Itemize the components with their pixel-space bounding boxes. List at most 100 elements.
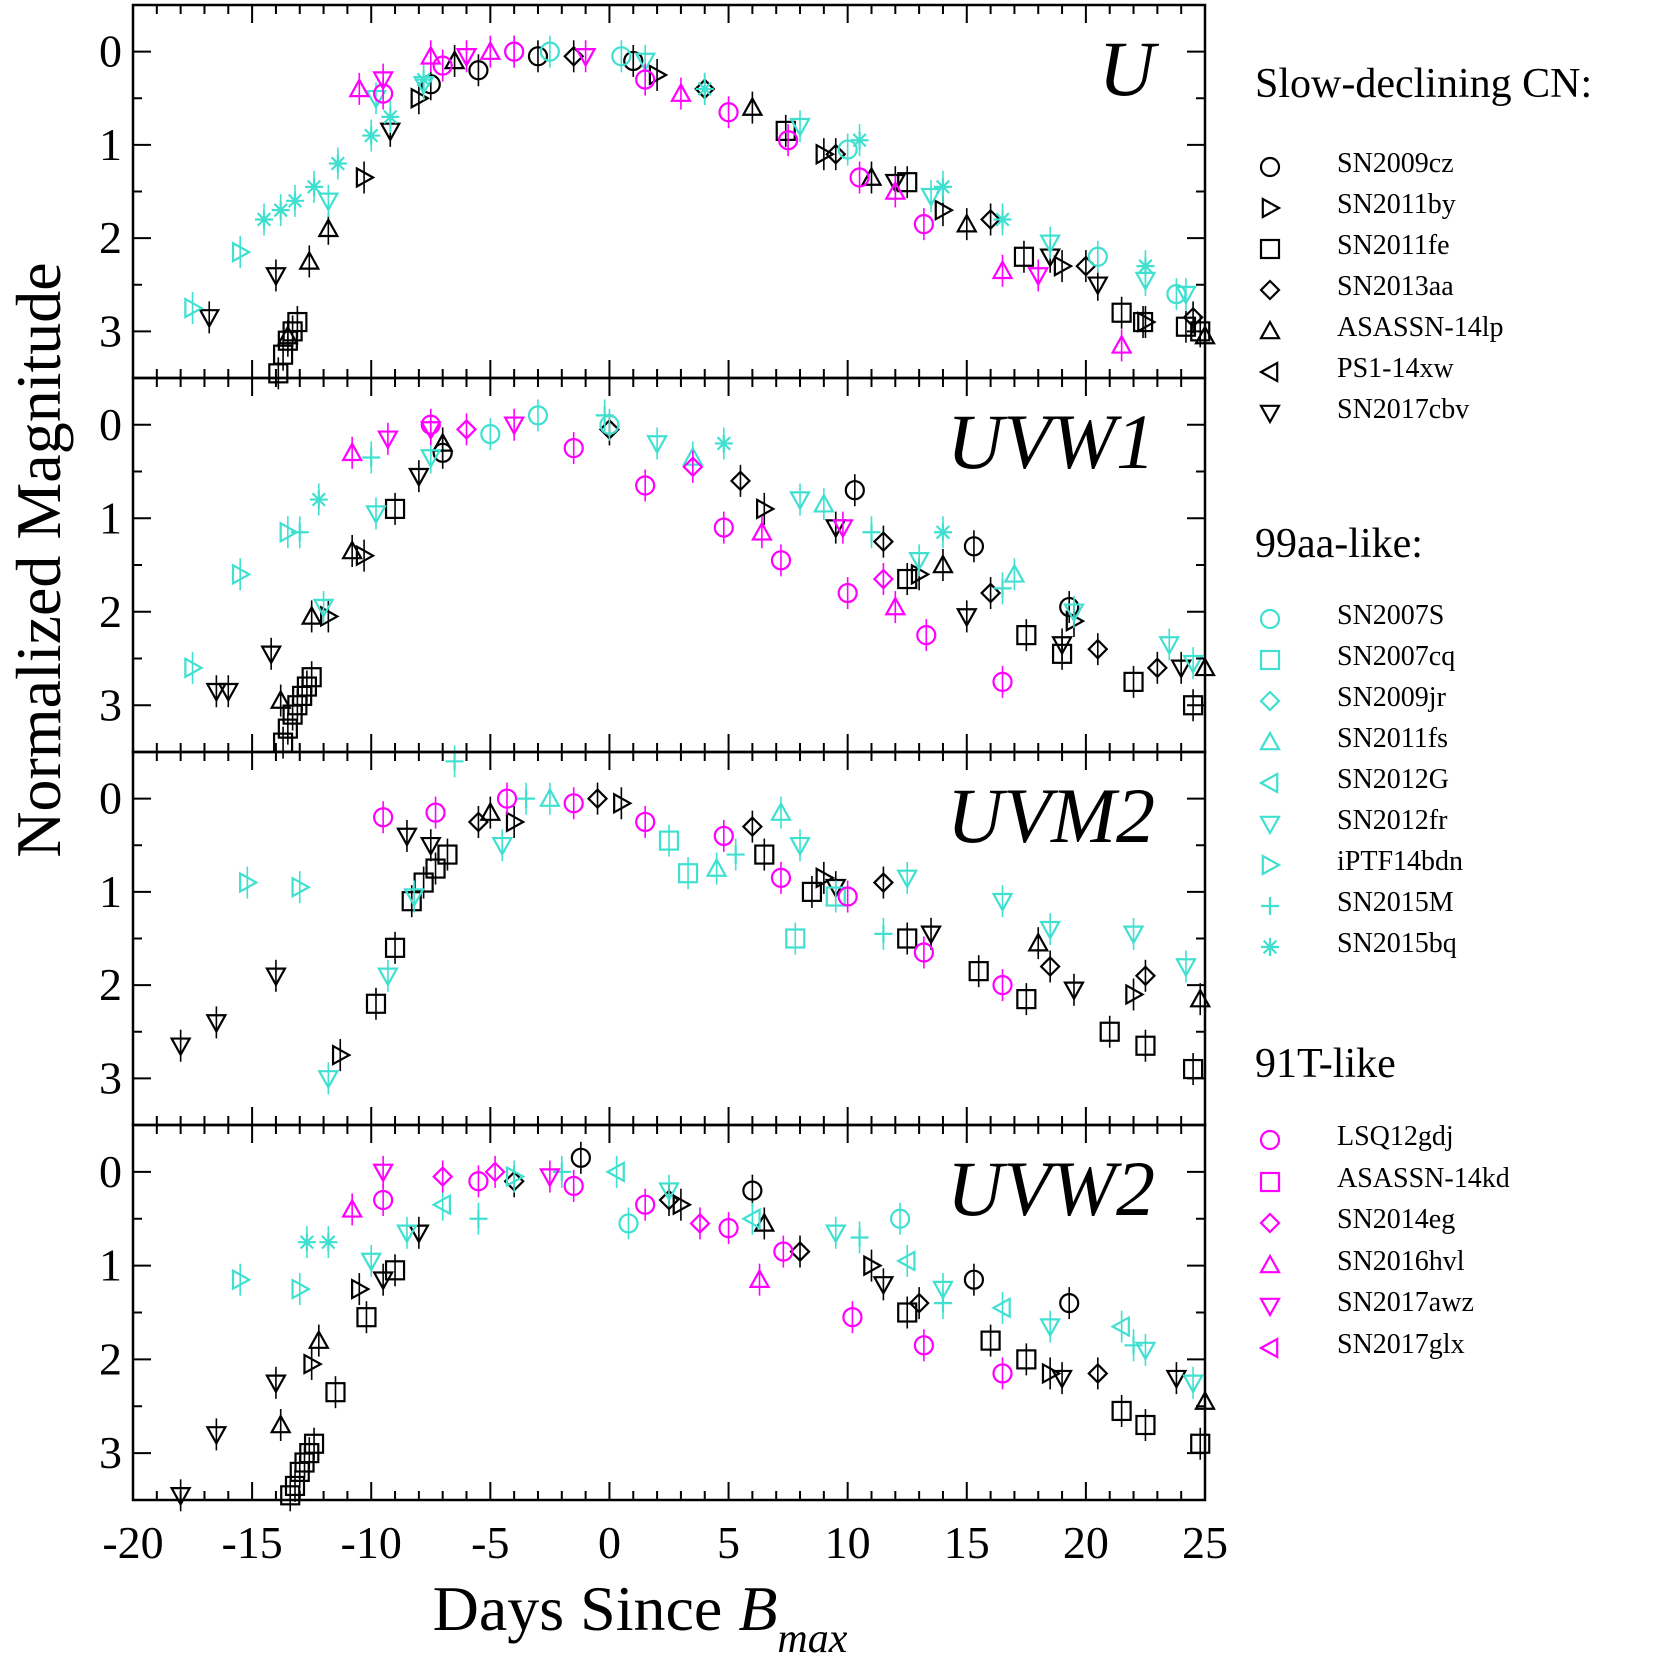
data-point bbox=[445, 752, 464, 771]
data-point bbox=[1003, 563, 1026, 583]
data-point bbox=[658, 830, 680, 851]
legend-label: LSQ12gdj bbox=[1337, 1121, 1454, 1152]
data-point bbox=[372, 1271, 395, 1291]
data-point bbox=[348, 77, 371, 98]
x-tick-label: 0 bbox=[598, 1517, 621, 1568]
series-SN2017awz-panel-1 bbox=[377, 408, 854, 544]
series-LSQ12gdj-panel-3 bbox=[373, 1165, 1013, 1390]
circle-marker-icon bbox=[1259, 1129, 1281, 1151]
data-point bbox=[993, 210, 1012, 229]
tri-left-marker-icon bbox=[1258, 361, 1279, 383]
data-point bbox=[980, 582, 1002, 604]
series-LSQ12gdj-panel-0 bbox=[373, 35, 934, 241]
data-point bbox=[1039, 955, 1061, 978]
data-point bbox=[1111, 302, 1132, 323]
data-point bbox=[611, 46, 632, 67]
data-point bbox=[634, 52, 657, 73]
data-point bbox=[231, 1268, 252, 1291]
data-point bbox=[291, 1278, 312, 1300]
data-point bbox=[863, 1254, 883, 1277]
data-point bbox=[1135, 1035, 1156, 1056]
data-point bbox=[741, 96, 764, 116]
data-point bbox=[605, 1161, 625, 1183]
data-point bbox=[455, 47, 478, 68]
legend-marker bbox=[1259, 1129, 1281, 1151]
data-point bbox=[677, 863, 699, 884]
data-point bbox=[884, 595, 907, 616]
data-point bbox=[373, 1189, 394, 1211]
data-point bbox=[992, 975, 1013, 996]
data-point bbox=[1041, 1362, 1062, 1385]
data-point bbox=[872, 871, 894, 894]
data-point bbox=[410, 87, 431, 110]
data-point bbox=[1099, 1021, 1120, 1042]
data-point bbox=[1016, 1349, 1037, 1370]
series-SN2011by-panel-0 bbox=[355, 58, 1157, 339]
tri-down-marker-icon bbox=[1259, 1297, 1281, 1318]
data-point bbox=[231, 563, 252, 586]
data-point bbox=[874, 924, 893, 943]
legend-label: SN2007S bbox=[1337, 600, 1445, 631]
x-tick-label: 25 bbox=[1182, 1517, 1228, 1568]
legend-label: iPTF14bdn bbox=[1337, 846, 1464, 877]
data-point bbox=[276, 324, 299, 345]
y-tick-label: 2 bbox=[99, 1333, 122, 1384]
data-point bbox=[932, 553, 954, 574]
series-SN2012fr-panel-3 bbox=[360, 1174, 1204, 1399]
data-point bbox=[455, 418, 478, 440]
tri-left-marker-icon bbox=[1258, 1336, 1279, 1359]
series-SN2007cq-panel-2 bbox=[658, 824, 846, 955]
data-point bbox=[284, 1475, 306, 1497]
data-point bbox=[362, 126, 381, 145]
legend-marker bbox=[1259, 1297, 1281, 1318]
series-SN2016hvl-panel-3 bbox=[341, 1193, 771, 1296]
data-point bbox=[355, 544, 376, 567]
data-point bbox=[419, 45, 442, 65]
data-point bbox=[303, 1433, 325, 1454]
data-point bbox=[748, 1268, 771, 1288]
data-point bbox=[305, 177, 324, 196]
data-point bbox=[1086, 276, 1109, 297]
data-point bbox=[432, 1166, 454, 1188]
data-point bbox=[269, 689, 292, 709]
data-point bbox=[517, 789, 536, 808]
data-point bbox=[1182, 654, 1204, 675]
data-point bbox=[689, 1212, 711, 1234]
data-point bbox=[913, 214, 934, 235]
legend-marker bbox=[1259, 608, 1281, 630]
x-tick-label: -5 bbox=[471, 1517, 509, 1568]
legend-label: SN2007cq bbox=[1337, 641, 1456, 672]
data-point bbox=[815, 143, 836, 166]
data-point bbox=[496, 788, 518, 809]
data-point bbox=[539, 1168, 561, 1188]
data-point bbox=[563, 1175, 584, 1197]
legend-marker bbox=[1259, 690, 1281, 712]
legend-group-title: 91T-like bbox=[1255, 1041, 1396, 1087]
legend-marker bbox=[1259, 815, 1281, 836]
data-point bbox=[1146, 657, 1168, 679]
data-point bbox=[586, 788, 609, 810]
data-point bbox=[169, 1487, 192, 1507]
x-axis-label-main: Days Since bbox=[433, 1573, 739, 1644]
series-iPTF14bdn-panel-3 bbox=[231, 1160, 526, 1306]
diamond-marker-icon bbox=[1259, 279, 1281, 301]
data-point bbox=[770, 801, 792, 821]
data-point bbox=[372, 71, 395, 91]
star-marker-icon bbox=[1261, 938, 1279, 956]
x-tick-label: -15 bbox=[221, 1517, 282, 1568]
data-point bbox=[317, 217, 340, 238]
series-LSQ12gdj-panel-2 bbox=[373, 782, 1013, 1002]
data-point bbox=[920, 925, 942, 946]
data-point bbox=[468, 1171, 489, 1192]
data-point bbox=[539, 41, 560, 62]
series-SN2017cbv-panel-3 bbox=[169, 1216, 1188, 1512]
data-point bbox=[479, 801, 502, 821]
data-point bbox=[993, 579, 1012, 598]
data-point bbox=[897, 568, 918, 590]
data-point bbox=[872, 568, 894, 590]
data-point bbox=[1122, 925, 1145, 946]
data-point bbox=[980, 208, 1002, 231]
panel-title: UVM2 bbox=[947, 772, 1155, 859]
series-SN2015M-panel-1 bbox=[290, 399, 1012, 605]
data-point bbox=[801, 881, 823, 902]
